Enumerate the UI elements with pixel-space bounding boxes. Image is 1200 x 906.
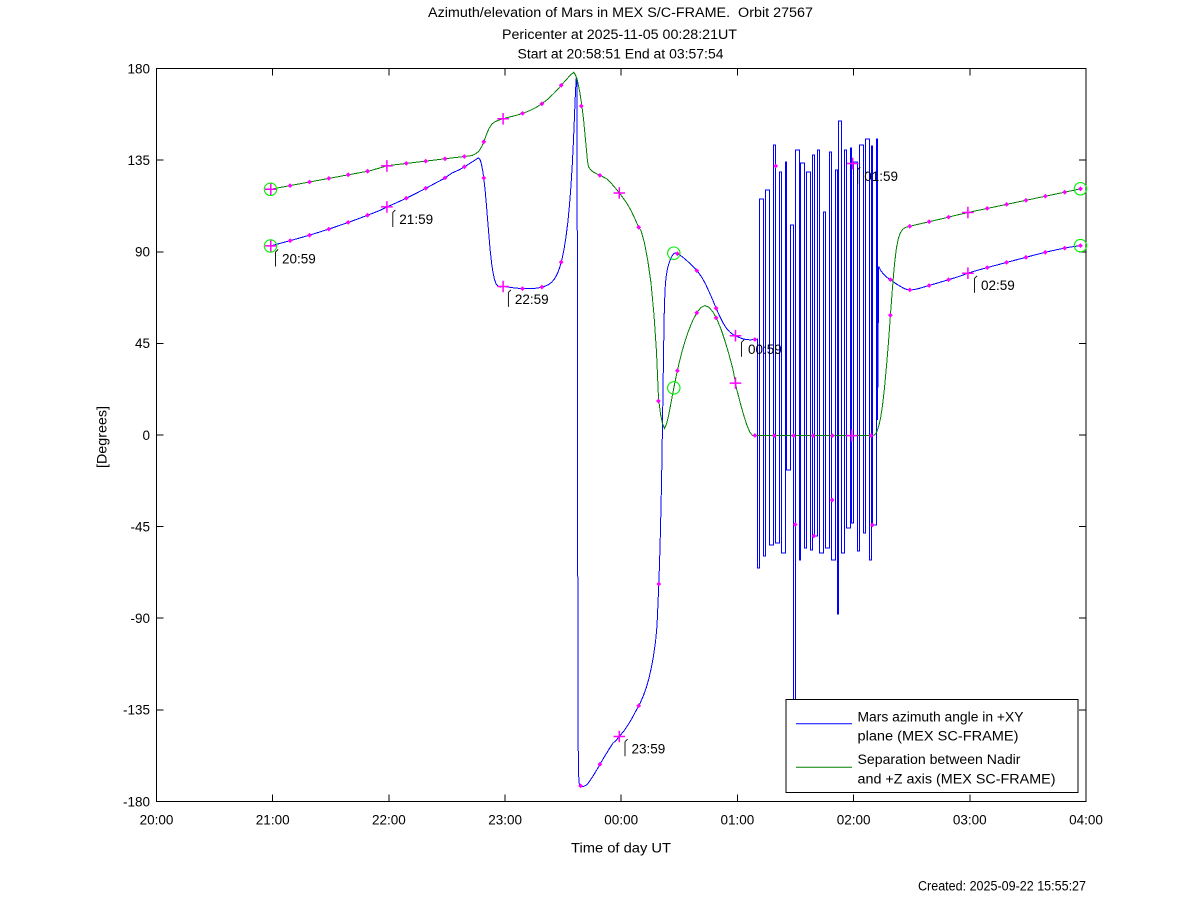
svg-text:03:00: 03:00 [953, 813, 987, 828]
svg-text:22:59: 22:59 [515, 292, 549, 307]
svg-text:Pericenter at 2025-11-05 00:28: Pericenter at 2025-11-05 00:28:21UT [502, 27, 737, 42]
svg-text:04:00: 04:00 [1069, 813, 1103, 828]
svg-text:01:00: 01:00 [721, 813, 755, 828]
svg-text:0: 0 [142, 428, 150, 443]
svg-text:and +Z axis (MEX SC-FRAME): and +Z axis (MEX SC-FRAME) [858, 771, 1056, 786]
svg-text:Start at 20:58:51 End at 03:57: Start at 20:58:51 End at 03:57:54 [518, 47, 725, 62]
svg-text:-135: -135 [123, 703, 150, 718]
svg-text:[Degrees]: [Degrees] [95, 406, 110, 468]
svg-text:Created: 2025-09-22 15:55:27: Created: 2025-09-22 15:55:27 [918, 879, 1086, 894]
svg-text:00:59: 00:59 [748, 342, 782, 357]
svg-text:21:59: 21:59 [399, 212, 433, 227]
svg-text:Azimuth/elevation of Mars in M: Azimuth/elevation of Mars in MEX S/C-FRA… [428, 5, 813, 20]
svg-text:180: 180 [127, 61, 150, 76]
svg-text:Separation between Nadir: Separation between Nadir [858, 752, 1022, 767]
svg-text:-45: -45 [130, 519, 150, 534]
svg-text:21:00: 21:00 [256, 813, 290, 828]
svg-text:23:59: 23:59 [632, 741, 666, 756]
svg-text:90: 90 [135, 245, 150, 260]
svg-text:20:59: 20:59 [282, 252, 316, 267]
svg-text:01:59: 01:59 [864, 169, 898, 184]
svg-text:-180: -180 [123, 794, 150, 809]
svg-text:135: 135 [127, 153, 150, 168]
svg-text:02:59: 02:59 [981, 278, 1015, 293]
svg-text:23:00: 23:00 [488, 813, 522, 828]
svg-text:Time of day UT: Time of day UT [571, 841, 671, 856]
svg-text:Mars azimuth angle in +XY: Mars azimuth angle in +XY [858, 709, 1024, 724]
svg-text:plane (MEX SC-FRAME): plane (MEX SC-FRAME) [858, 728, 1019, 743]
svg-text:45: 45 [135, 336, 150, 351]
svg-text:20:00: 20:00 [140, 813, 174, 828]
svg-text:00:00: 00:00 [604, 813, 638, 828]
svg-text:02:00: 02:00 [837, 813, 871, 828]
svg-text:22:00: 22:00 [372, 813, 406, 828]
svg-text:-90: -90 [130, 611, 150, 626]
